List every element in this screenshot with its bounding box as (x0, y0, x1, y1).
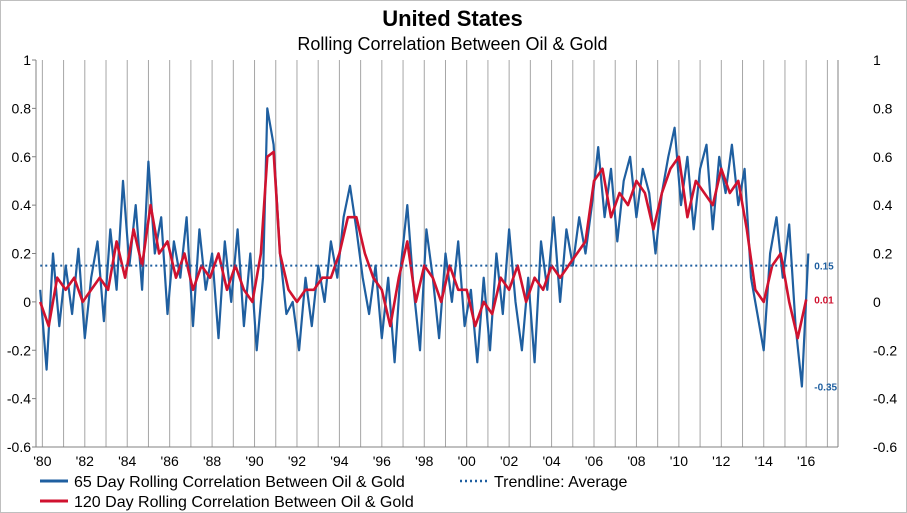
x-tick-label: '12 (712, 453, 730, 469)
y-tick-label-right: 0 (873, 294, 881, 310)
y-tick-label-right: -0.4 (873, 391, 897, 407)
x-tick-label: '00 (458, 453, 476, 469)
legend-label-65: 65 Day Rolling Correlation Between Oil &… (74, 474, 405, 491)
x-tick-label: '04 (542, 453, 560, 469)
end-labels: 0.15 0.01 -0.35 (814, 262, 837, 394)
y-tick-label-left: -0.2 (7, 342, 31, 358)
y-tick-label-right: 0.2 (873, 246, 893, 262)
end-label-65: -0.35 (814, 383, 837, 394)
y-tick-label-left: 1 (23, 52, 31, 68)
series-65-day-line (39, 107, 810, 388)
end-label-120: 0.01 (814, 295, 834, 306)
y-tick-label-right: 0.8 (873, 100, 893, 116)
x-tick-label: '96 (373, 453, 391, 469)
legend: 65 Day Rolling Correlation Between Oil &… (40, 474, 628, 511)
end-label-trend: 0.15 (814, 262, 834, 273)
legend-label-120: 120 Day Rolling Correlation Between Oil … (74, 494, 414, 511)
y-tick-label-right: 0.6 (873, 149, 893, 165)
y-tick-label-left: 0.6 (12, 149, 32, 165)
axes (32, 59, 839, 448)
series-lines (38, 107, 810, 388)
y-tick-label-left: -0.6 (7, 439, 31, 455)
y-tick-label-left: 0.2 (12, 246, 32, 262)
y-tick-label-right: 0.4 (873, 197, 893, 213)
y-tick-label-left: -0.4 (7, 391, 31, 407)
y-tick-label-left: 0 (23, 294, 31, 310)
x-tick-label: '86 (161, 453, 179, 469)
x-tick-label: '82 (76, 453, 94, 469)
y-tick-labels-left: 1 0.8 0.6 0.4 0.2 0 -0.2 -0.4 -0.6 (7, 52, 31, 455)
x-tick-label: '06 (585, 453, 603, 469)
y-tick-labels-right: 1 0.8 0.6 0.4 0.2 0 -0.2 -0.4 -0.6 (873, 52, 897, 455)
x-tick-labels: '80 '82 '84 '86 '88 '90 '92 '94 '96 '98 '00 '02 '04 '… (33, 453, 815, 469)
series-120-day-line (38, 150, 808, 340)
x-tick-label: '92 (288, 453, 306, 469)
x-tick-label: '88 (203, 453, 221, 469)
legend-label-trend: Trendline: Average (494, 474, 628, 491)
y-tick-label-right: -0.6 (873, 439, 897, 455)
x-tick-label: '84 (118, 453, 136, 469)
x-tick-label: '14 (755, 453, 773, 469)
x-tick-label: '16 (797, 453, 815, 469)
x-tick-label: '02 (500, 453, 518, 469)
y-tick-label-right: -0.2 (873, 342, 897, 358)
x-tick-label: '80 (33, 453, 51, 469)
x-tick-label: '10 (670, 453, 688, 469)
x-tick-label: '90 (245, 453, 263, 469)
chart-subtitle: Rolling Correlation Between Oil & Gold (297, 34, 608, 54)
x-tick-label: '08 (627, 453, 645, 469)
y-tick-label-right: 1 (873, 52, 881, 68)
y-tick-label-left: 0.8 (12, 100, 32, 116)
y-tick-label-left: 0.4 (12, 197, 32, 213)
chart-title: United States (382, 6, 523, 31)
x-tick-label: '98 (415, 453, 433, 469)
x-tick-label: '94 (330, 453, 348, 469)
